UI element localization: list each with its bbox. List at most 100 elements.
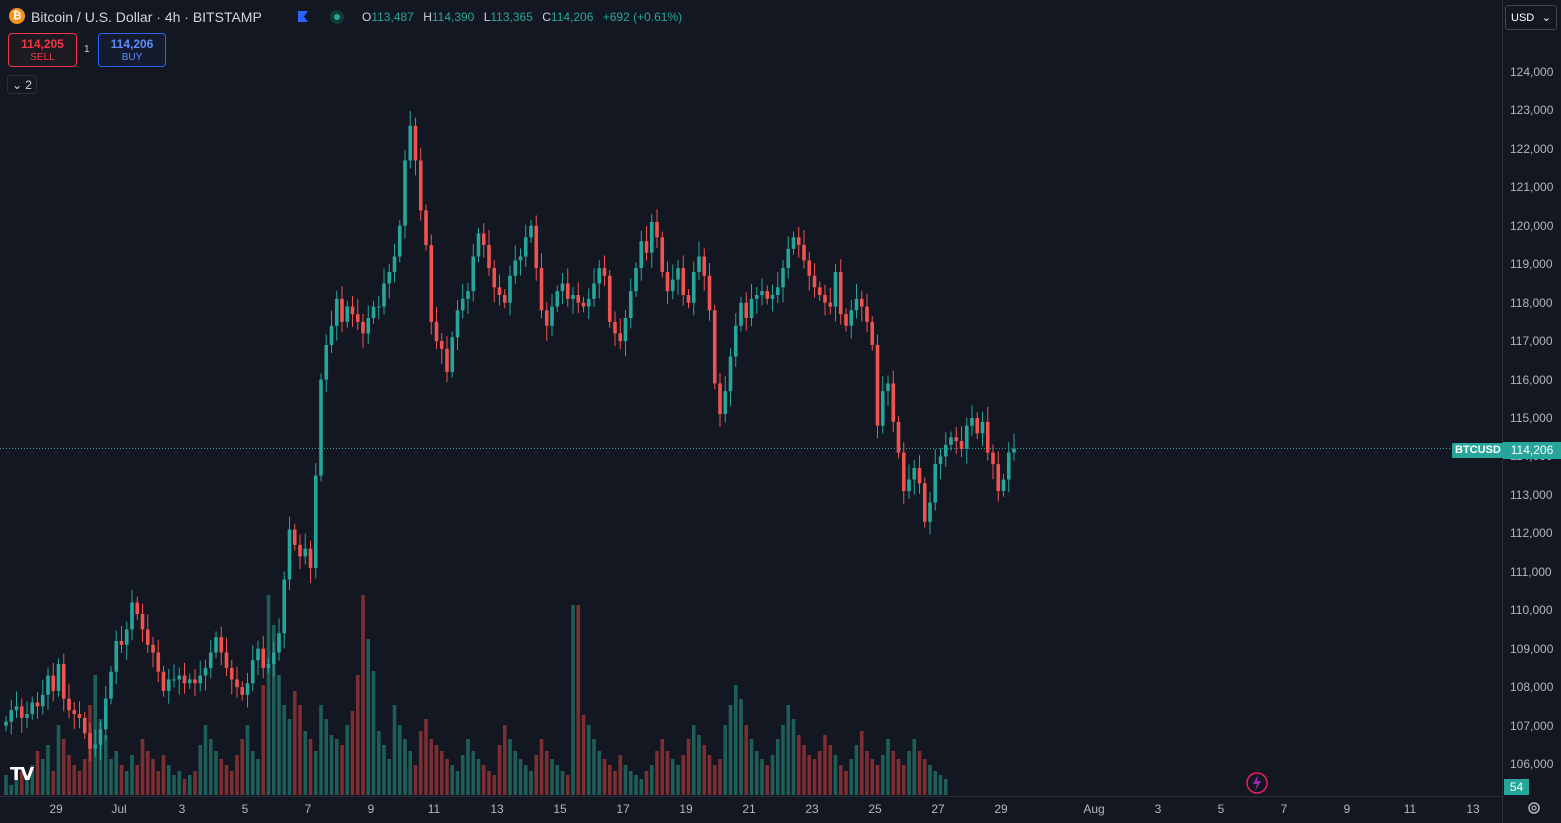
candle	[77, 701, 82, 729]
candle	[912, 459, 917, 495]
volume-bar	[114, 751, 119, 795]
volume-bar	[938, 775, 943, 795]
candle	[938, 448, 943, 480]
volume-bar	[487, 771, 491, 795]
candle	[550, 293, 554, 337]
price-chart[interactable]	[0, 0, 1502, 796]
volume-bar	[733, 685, 738, 795]
volume-bar	[660, 739, 665, 795]
volume-bar	[166, 765, 171, 795]
price-tick-label: 110,000	[1510, 603, 1553, 618]
time-tick-label: Jul	[111, 802, 127, 816]
volume-bar	[214, 751, 218, 795]
volume-bar	[481, 765, 486, 795]
volume-bar	[277, 675, 281, 795]
candle	[901, 442, 906, 504]
volume-bar	[256, 759, 260, 795]
volume-bar	[880, 755, 885, 795]
volume-bar	[513, 751, 518, 795]
candle	[445, 336, 449, 383]
candle	[796, 226, 801, 258]
sell-button[interactable]: 114,205 SELL	[8, 33, 77, 67]
volume-bar	[455, 771, 460, 795]
volume-bar	[56, 725, 61, 795]
price-tick-label: 119,000	[1510, 257, 1553, 272]
candle	[959, 426, 964, 457]
volume-bar	[240, 739, 245, 795]
gear-icon[interactable]	[1526, 800, 1542, 816]
candle	[203, 659, 208, 691]
candle	[298, 534, 302, 570]
volume-bar	[145, 751, 150, 795]
candle	[707, 263, 712, 321]
candle	[917, 455, 922, 494]
volume-bar	[245, 725, 250, 795]
candle	[833, 263, 838, 322]
volume-bar	[618, 755, 623, 795]
candle	[634, 262, 638, 297]
volume-bar	[691, 725, 696, 795]
volume-bar	[592, 739, 596, 795]
tradingview-logo[interactable]: TV	[10, 764, 34, 785]
indicators-toggle-button[interactable]: ⌄ 2	[7, 75, 37, 94]
volume-bar	[649, 765, 654, 795]
volume-bar	[177, 771, 182, 795]
close-label: C	[542, 10, 551, 24]
candle	[875, 334, 880, 439]
candle	[817, 281, 822, 301]
time-axis-border	[0, 796, 1502, 797]
time-tick-label: 3	[1154, 802, 1162, 816]
flag-icon[interactable]	[297, 11, 308, 22]
candle	[145, 614, 150, 653]
time-tick-label: Aug	[1083, 802, 1105, 816]
time-tick-label: 7	[1280, 802, 1288, 816]
price-tick-label: 109,000	[1510, 641, 1554, 656]
candle	[744, 292, 749, 331]
candle	[786, 236, 791, 279]
candle	[119, 625, 124, 653]
volume-bar	[917, 751, 922, 795]
volume-bar	[644, 771, 649, 795]
symbol-title[interactable]: Bitcoin / U.S. Dollar · 4h · BITSTAMP	[31, 9, 262, 25]
candle	[697, 241, 701, 280]
volume-bar	[639, 779, 644, 795]
candle	[681, 255, 686, 306]
candle	[187, 673, 192, 690]
volume-bar	[418, 731, 423, 795]
volume-bar	[35, 751, 40, 795]
candle	[838, 259, 843, 325]
volume-bar	[187, 775, 192, 795]
volume-bar	[366, 639, 371, 795]
volume-bar	[497, 745, 502, 795]
volume-bar	[51, 771, 56, 795]
candle	[823, 284, 827, 316]
volume-bar	[602, 759, 607, 795]
candle	[177, 667, 182, 695]
price-tick-label: 113,000	[1510, 487, 1553, 502]
candle	[613, 311, 617, 347]
candle	[665, 261, 670, 304]
volume-bar	[392, 705, 397, 795]
candle	[72, 702, 77, 730]
candle	[849, 299, 854, 339]
volume-bar	[628, 771, 633, 795]
quantity-value[interactable]: 1	[84, 44, 90, 55]
volume-bar	[9, 785, 14, 795]
buy-button[interactable]: 114,206 BUY	[98, 33, 166, 67]
candle	[103, 685, 108, 740]
ohlc-legend: O113,487 H114,390 L113,365 C114,206 +692…	[362, 10, 688, 24]
volume-bar	[854, 745, 859, 795]
candle	[991, 444, 995, 480]
candle	[802, 230, 806, 269]
candle	[749, 283, 754, 327]
volume-bar	[586, 725, 591, 795]
volume-bar	[833, 755, 838, 795]
currency-select[interactable]: USD ⌄	[1505, 5, 1557, 30]
volume-bar	[72, 765, 77, 795]
low-value: 113,365	[490, 10, 533, 24]
lightning-icon[interactable]	[1245, 771, 1269, 795]
volume-bar	[796, 735, 801, 795]
volume-bar	[151, 759, 155, 795]
candle	[292, 523, 297, 551]
volume-bar	[303, 731, 308, 795]
